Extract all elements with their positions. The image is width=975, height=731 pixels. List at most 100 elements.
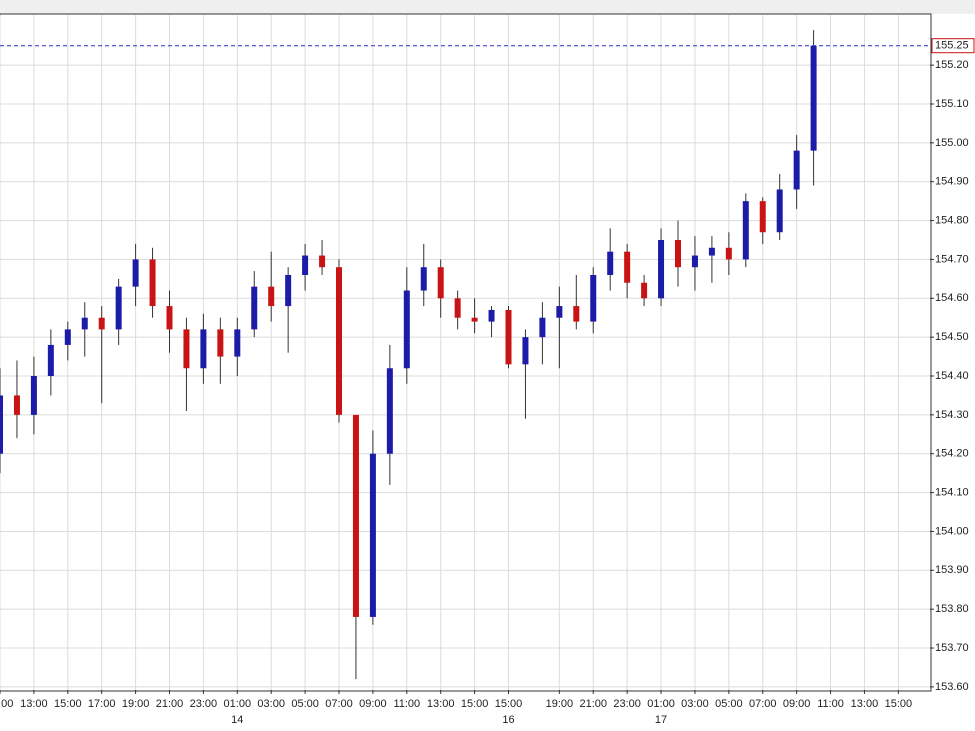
candle-body bbox=[708, 247, 715, 256]
candle-body bbox=[437, 267, 444, 299]
x-tick-label: 09:00 bbox=[783, 698, 811, 710]
x-tick-label: 17:00 bbox=[88, 698, 116, 710]
y-tick-label: 154.30 bbox=[935, 409, 969, 421]
x-tick-label: 11:00 bbox=[393, 698, 420, 710]
candle-body bbox=[64, 329, 71, 345]
y-tick-label: 154.20 bbox=[935, 448, 969, 460]
candle-body bbox=[115, 286, 122, 330]
y-tick-label: 153.90 bbox=[935, 564, 969, 576]
candle-body bbox=[793, 150, 800, 190]
candle-body bbox=[590, 274, 597, 322]
x-tick-label: 19:00 bbox=[122, 698, 150, 710]
x-tick-label: 15:00 bbox=[54, 698, 82, 710]
y-tick-label: 153.80 bbox=[935, 603, 969, 615]
candle-body bbox=[0, 395, 3, 454]
candle-body bbox=[573, 306, 580, 322]
candle-body bbox=[759, 201, 766, 233]
candle-body bbox=[149, 259, 156, 307]
candle-body bbox=[251, 286, 258, 330]
x-tick-label: 13:00 bbox=[20, 698, 48, 710]
candle-body bbox=[505, 309, 512, 365]
x-tick-label: 05:00 bbox=[715, 698, 743, 710]
candle-body bbox=[13, 395, 20, 415]
top-strip bbox=[0, 0, 975, 14]
day-label: 17 bbox=[655, 714, 667, 726]
candle-body bbox=[556, 306, 563, 318]
x-tick-label: 07:00 bbox=[749, 698, 777, 710]
x-tick-label: 13:00 bbox=[427, 698, 455, 710]
x-tick-label: 01:00 bbox=[224, 698, 252, 710]
day-label: 16 bbox=[502, 714, 514, 726]
candle-body bbox=[725, 247, 732, 260]
y-tick-label: 154.90 bbox=[935, 176, 969, 188]
candle-body bbox=[234, 329, 241, 357]
x-tick-label: 11:00 bbox=[0, 698, 13, 710]
x-tick-label: 05:00 bbox=[291, 698, 319, 710]
x-tick-label: 03:00 bbox=[681, 698, 709, 710]
candle-body bbox=[471, 317, 478, 322]
y-tick-label: 154.80 bbox=[935, 214, 969, 226]
last-price-label: 155.25 bbox=[935, 40, 969, 52]
candle-body bbox=[217, 329, 224, 357]
y-tick-label: 154.60 bbox=[935, 292, 969, 304]
x-tick-label: 09:00 bbox=[359, 698, 387, 710]
x-tick-label: 23:00 bbox=[613, 698, 641, 710]
candle-body bbox=[691, 255, 698, 268]
candle-body bbox=[420, 267, 427, 291]
candle-body bbox=[352, 414, 359, 617]
candle-body bbox=[403, 290, 410, 369]
candle-body bbox=[386, 368, 393, 454]
candle-body bbox=[98, 317, 105, 330]
candle-body bbox=[658, 240, 665, 299]
candle-body bbox=[336, 267, 342, 415]
x-tick-label: 21:00 bbox=[156, 698, 184, 710]
x-tick-label: 23:00 bbox=[190, 698, 218, 710]
x-tick-label: 15:00 bbox=[461, 698, 489, 710]
candle-body bbox=[166, 306, 173, 330]
x-tick-label: 15:00 bbox=[885, 698, 913, 710]
candle-body bbox=[522, 337, 529, 365]
x-tick-label: 11:00 bbox=[817, 698, 844, 710]
candle-body bbox=[776, 189, 783, 233]
candle-body bbox=[675, 240, 681, 268]
last-price-box bbox=[931, 38, 975, 54]
day-label: 14 bbox=[231, 714, 243, 726]
y-tick-label: 155.10 bbox=[935, 98, 969, 110]
candle-body bbox=[81, 317, 88, 330]
x-tick-label: 03:00 bbox=[257, 698, 285, 710]
candle-body bbox=[285, 274, 292, 307]
candle-body bbox=[488, 309, 495, 322]
x-tick-label: 21:00 bbox=[579, 698, 607, 710]
candle-body bbox=[30, 376, 37, 415]
candle-body bbox=[200, 329, 207, 369]
candle-body bbox=[302, 255, 309, 275]
x-tick-label: 13:00 bbox=[851, 698, 879, 710]
candle-body bbox=[742, 201, 749, 260]
y-tick-label: 155.20 bbox=[935, 59, 969, 71]
candle-body bbox=[183, 329, 190, 369]
x-tick-label: 07:00 bbox=[325, 698, 353, 710]
candle-body bbox=[132, 259, 139, 287]
candle-body bbox=[641, 282, 648, 299]
y-tick-label: 154.00 bbox=[935, 525, 969, 537]
y-tick-label: 155.00 bbox=[935, 137, 969, 149]
candle-body bbox=[624, 251, 631, 283]
x-tick-label: 01:00 bbox=[647, 698, 675, 710]
candle-body bbox=[539, 317, 546, 338]
y-tick-label: 154.40 bbox=[935, 370, 969, 382]
candle-body bbox=[454, 298, 461, 318]
y-tick-label: 153.70 bbox=[935, 642, 969, 654]
y-tick-label: 154.50 bbox=[935, 331, 969, 343]
y-tick-label: 154.10 bbox=[935, 486, 969, 498]
candle-body bbox=[47, 344, 54, 377]
x-tick-label: 15:00 bbox=[495, 698, 523, 710]
y-tick-label: 153.60 bbox=[935, 681, 969, 693]
candle-body bbox=[810, 45, 817, 151]
candle-body bbox=[268, 286, 275, 307]
candle-body bbox=[319, 255, 326, 268]
x-tick-label: 19:00 bbox=[546, 698, 574, 710]
candle-body bbox=[369, 453, 376, 617]
plot-area bbox=[0, 13, 932, 692]
candle-body bbox=[607, 251, 614, 275]
